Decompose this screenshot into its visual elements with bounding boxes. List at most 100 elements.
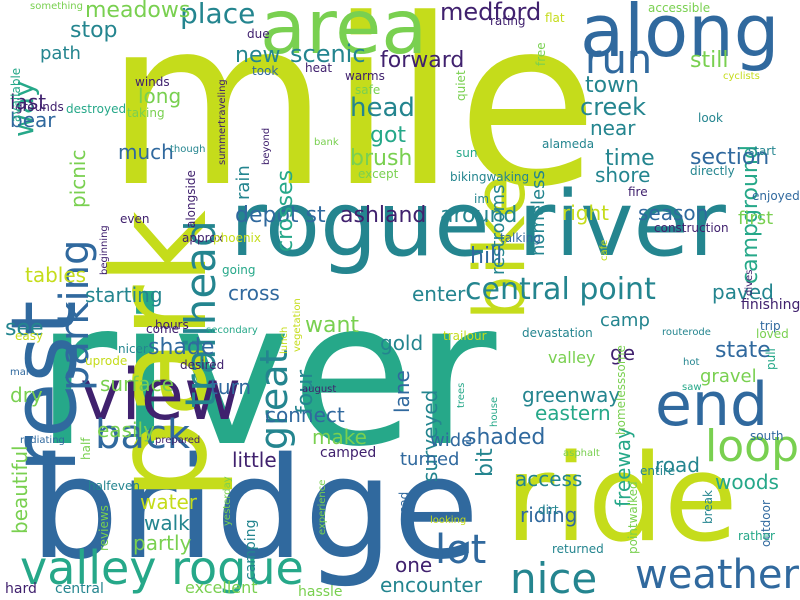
cloud-word-riding: riding [520, 503, 578, 527]
cloud-word-ge: ge [610, 341, 635, 365]
cloud-word-august: august [302, 384, 337, 395]
cloud-word-hard: hard [5, 581, 37, 597]
cloud-word-approx: approx [182, 231, 224, 245]
cloud-word-break: break [701, 490, 715, 524]
cloud-word-experience: experience [317, 479, 328, 535]
cloud-word-mark: mark [10, 367, 36, 378]
cloud-word-section: section [690, 145, 770, 170]
cloud-word-except: except [358, 167, 399, 181]
cloud-word-weather: weather [635, 552, 799, 598]
cloud-word-reviews: reviews [97, 505, 111, 551]
cloud-word-half: half [79, 437, 93, 460]
cloud-word-ride: ride [505, 430, 738, 569]
cloud-word-shade: shade [148, 335, 215, 360]
cloud-word-town: town [585, 73, 640, 98]
cloud-word-first: first [738, 208, 774, 229]
cloud-word-easily: easily [97, 418, 155, 442]
cloud-word-rating: rating [490, 14, 526, 28]
cloud-word-scenic: scenic [290, 40, 366, 68]
cloud-word-finishing: finishing [741, 297, 800, 313]
cloud-word-directly: directly [690, 164, 735, 178]
cloud-word-flat: flat [545, 11, 565, 25]
cloud-word-starting: starting [85, 283, 163, 307]
cloud-word-valley: valley [548, 348, 596, 367]
cloud-word-fire: fire [628, 185, 648, 199]
cloud-word-construction: construction [654, 221, 729, 235]
cloud-word-still: still [690, 48, 729, 73]
cloud-word-shore: shore [595, 163, 651, 187]
cloud-word-depot-st: depot st [235, 203, 326, 228]
cloud-word-warms: warms [345, 69, 385, 83]
cloud-word-uprode: uprode [85, 354, 128, 368]
cloud-word-see: see [5, 316, 44, 341]
cloud-word-shaded: shaded [465, 425, 546, 450]
cloud-word-entire: entire [640, 464, 676, 478]
cloud-word-bit: bit [473, 448, 498, 477]
cloud-word-medford: medford [440, 0, 542, 26]
cloud-word-trip: trip [760, 319, 781, 333]
cloud-word-brush: brush [350, 146, 413, 171]
cloud-word-asphalt: asphalt [563, 448, 600, 459]
cloud-word-summertraveling: summertraveling [217, 79, 228, 165]
cloud-word-rather: rather [738, 529, 775, 543]
cloud-word-vegetation: vegetation [292, 298, 303, 352]
cloud-word-camped: camped [320, 445, 377, 461]
cloud-word-sad: sad [397, 491, 411, 513]
cloud-word-talking: talking [500, 231, 541, 245]
cloud-word-safe: safe [355, 83, 381, 97]
cloud-word-took: took [252, 64, 279, 78]
cloud-word-winds: winds [135, 75, 170, 89]
cloud-word-cafe: cafe [599, 239, 610, 261]
cloud-word-trailour: trailour [443, 329, 487, 343]
cloud-word-alameda: alameda [542, 137, 595, 151]
cloud-word-secondary: secondary [206, 325, 258, 336]
cloud-word-homelesssome: homelesssome [614, 345, 628, 435]
cloud-word-something: something [30, 1, 83, 12]
cloud-word-forward: forward [380, 48, 465, 73]
cloud-word-ashland: ashland [340, 203, 427, 228]
cloud-word-halfeven: halfeven [88, 479, 140, 493]
cloud-word-accessible: accessible [648, 1, 711, 15]
cloud-word-hot: hot [683, 357, 700, 368]
cloud-word-excellent: excellent [185, 578, 258, 597]
cloud-word-partly: partly [133, 531, 192, 555]
cloud-word-look: look [698, 111, 723, 125]
cloud-word-place: place [180, 0, 256, 30]
cloud-word-come: come [146, 322, 180, 336]
cloud-word-cross: cross [228, 281, 280, 305]
cloud-word-valley-rogue: valley rogue [20, 541, 304, 595]
cloud-word-river: river [35, 258, 497, 491]
cloud-word-turned: turned [400, 449, 460, 470]
cloud-word-devastation: devastation [522, 326, 593, 340]
cloud-word-long: long [138, 84, 182, 108]
cloud-word-new: new [235, 43, 281, 68]
cloud-word-access: access [515, 467, 583, 491]
cloud-word-tables: tables [25, 263, 87, 287]
cloud-word-phoenix: phoenix [213, 231, 261, 245]
cloud-word-bikingwaking: bikingwaking [450, 170, 530, 184]
cloud-word-destroyed: destroyed [66, 102, 127, 116]
cloud-word-gold: gold [380, 331, 424, 355]
cloud-word-bridge: bridge [30, 428, 480, 591]
cloud-word-camping: camping [243, 519, 259, 580]
cloud-word-head: head [350, 93, 415, 123]
cloud-word-run: run [585, 37, 653, 83]
cloud-word-sun: sun [456, 146, 478, 160]
cloud-word-greenway: greenway [522, 383, 621, 407]
cloud-word-lot: lot [435, 527, 487, 573]
cloud-word-gravel: gravel [700, 366, 757, 387]
cloud-word-routerode: routerode [662, 327, 711, 338]
cloud-word-turn: turn [210, 375, 252, 399]
cloud-word-free: free [534, 42, 548, 66]
cloud-word-path: path [40, 43, 81, 64]
cloud-word-picnic: picnic [66, 149, 90, 208]
cloud-word-wide: wide [430, 430, 473, 451]
cloud-word-stop: stop [70, 18, 118, 43]
cloud-word-hours: hours [155, 318, 189, 332]
cloud-word-paved: paved [712, 280, 774, 304]
cloud-word-loved: loved [756, 327, 789, 341]
cloud-word-desired: desired [180, 358, 225, 372]
cloud-word-central-point: central point [465, 272, 656, 307]
cloud-word-pointwalked: pointwalked [626, 481, 640, 554]
